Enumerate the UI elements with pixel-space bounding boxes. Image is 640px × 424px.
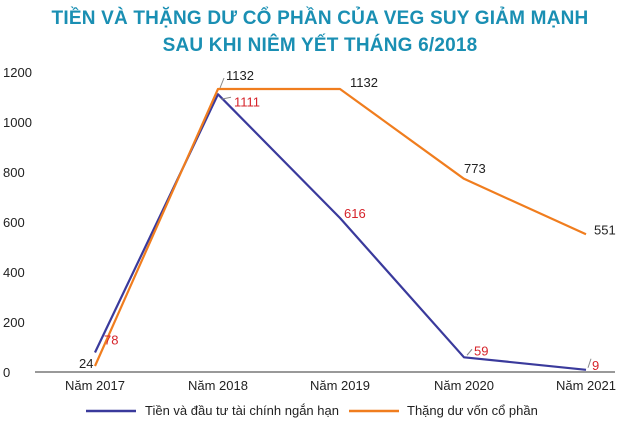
x-tick-label: Năm 2017 [65,378,125,393]
series-2-data-label: 1132 [350,75,378,90]
legend-label-1: Tiền và đầu tư tài chính ngắn hạn [145,403,339,418]
series-2-data-label: 1132 [226,68,254,83]
x-tick-label: Năm 2020 [434,378,494,393]
series-line-1 [94,93,587,371]
y-tick-label: 400 [3,265,25,280]
data-label-leader [219,77,225,89]
series-1-data-label: 616 [344,206,366,221]
data-label-leader [220,96,232,100]
chart-title-line-2: SAU KHI NIÊM YẾT THÁNG 6/2018 [162,35,478,56]
x-tick-label: Năm 2021 [556,378,616,393]
y-tick-label: 800 [3,165,25,180]
series-line-2 [93,87,587,367]
series-2-data-label: 551 [594,222,616,237]
series-1-data-label: 59 [474,343,488,358]
data-label-leader [466,348,473,356]
series-1-data-label: 78 [104,333,118,348]
series-1-data-label: 1111 [234,94,260,109]
legend-label-2: Thặng dư vốn cổ phần [407,403,538,418]
y-tick-label: 1000 [3,115,32,130]
series-1-data-label: 9 [592,358,599,373]
y-tick-label: 0 [3,365,10,380]
y-tick-label: 200 [3,315,25,330]
series-2-data-label: 773 [464,161,486,176]
data-label-leader [587,358,592,368]
x-tick-label: Năm 2019 [310,378,370,393]
chart-title-line-1: TIỀN VÀ THẶNG DƯ CỔ PHẦN CỦA VEG SUY GIẢ… [51,8,589,29]
y-tick-label: 1200 [3,65,32,80]
series-2-data-label: 24 [79,356,93,371]
y-tick-label: 600 [3,215,25,230]
x-tick-label: Năm 2018 [188,378,248,393]
